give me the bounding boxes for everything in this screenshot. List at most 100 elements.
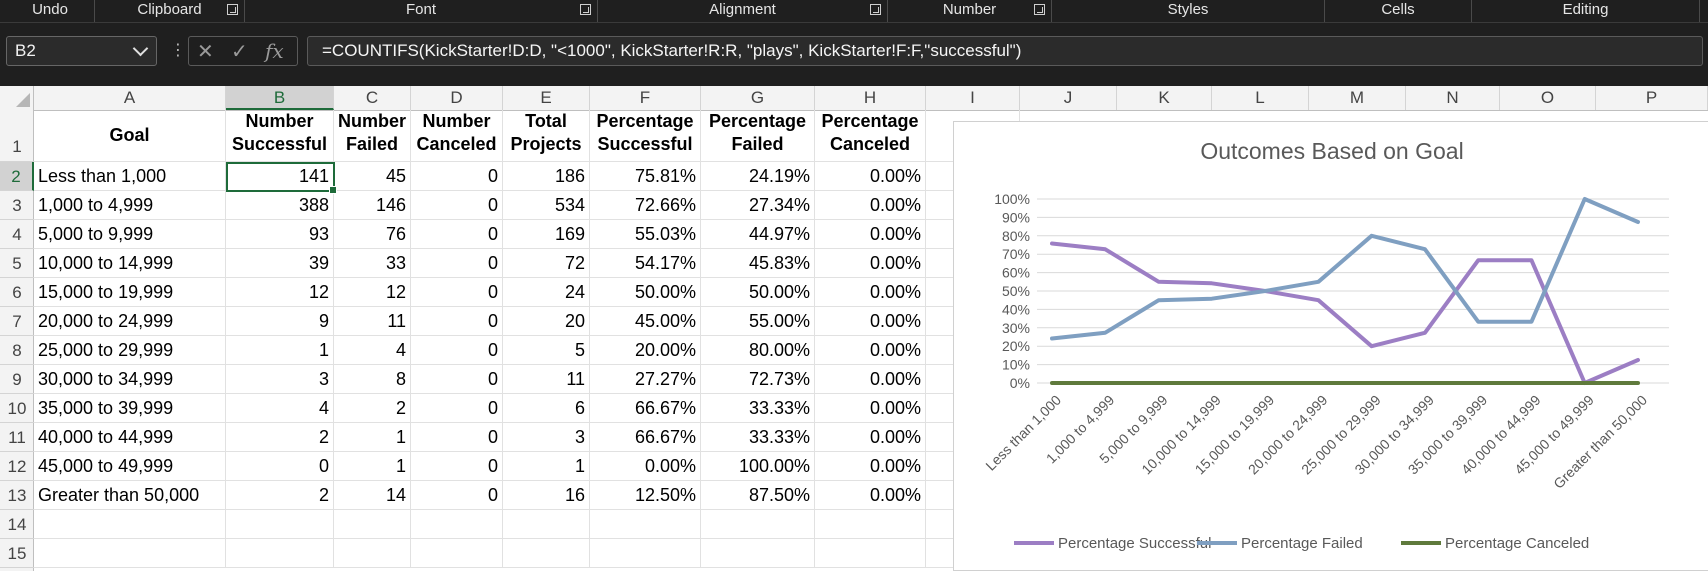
table-cell[interactable]: 0.00% <box>815 249 926 278</box>
header-cell[interactable]: Goal <box>34 110 226 162</box>
column-header-l[interactable]: L <box>1212 86 1309 110</box>
column-header-h[interactable]: H <box>815 86 926 110</box>
column-header-j[interactable]: J <box>1020 86 1117 110</box>
table-cell[interactable]: 534 <box>503 191 590 220</box>
table-cell[interactable]: 2 <box>226 481 334 510</box>
column-header-o[interactable]: O <box>1500 86 1596 110</box>
empty-cell[interactable] <box>34 510 226 539</box>
table-cell[interactable]: 24.19% <box>701 162 815 191</box>
table-cell[interactable]: 27.27% <box>590 365 701 394</box>
dialog-launcher-icon[interactable] <box>227 4 238 15</box>
table-cell[interactable]: 186 <box>503 162 590 191</box>
empty-cell[interactable] <box>411 539 503 568</box>
table-cell[interactable]: 45,000 to 49,999 <box>34 452 226 481</box>
table-cell[interactable]: 4 <box>334 336 411 365</box>
table-cell[interactable]: 72 <box>503 249 590 278</box>
column-header-c[interactable]: C <box>334 86 411 110</box>
row-header-15[interactable]: 15 <box>0 539 34 568</box>
table-cell[interactable]: 4 <box>226 394 334 423</box>
table-cell[interactable]: 55.00% <box>701 307 815 336</box>
table-cell[interactable]: 12 <box>226 278 334 307</box>
empty-cell[interactable] <box>411 510 503 539</box>
column-header-f[interactable]: F <box>590 86 701 110</box>
table-cell[interactable]: 3 <box>226 365 334 394</box>
table-cell[interactable]: 0 <box>411 162 503 191</box>
select-all-corner[interactable] <box>0 86 34 110</box>
table-cell[interactable]: 0 <box>411 307 503 336</box>
table-cell[interactable]: 2 <box>226 423 334 452</box>
table-cell[interactable]: 66.67% <box>590 423 701 452</box>
empty-cell[interactable] <box>503 539 590 568</box>
empty-cell[interactable] <box>334 539 411 568</box>
table-cell[interactable]: 100.00% <box>701 452 815 481</box>
table-cell[interactable]: 20 <box>503 307 590 336</box>
dialog-launcher-icon[interactable] <box>1034 4 1045 15</box>
table-cell[interactable]: 15,000 to 19,999 <box>34 278 226 307</box>
check-icon[interactable]: ✓ <box>231 41 248 63</box>
empty-cell[interactable] <box>590 539 701 568</box>
table-cell[interactable]: 55.03% <box>590 220 701 249</box>
row-header-7[interactable]: 7 <box>0 307 34 336</box>
row-header-3[interactable]: 3 <box>0 191 34 220</box>
table-cell[interactable]: 27.34% <box>701 191 815 220</box>
close-icon[interactable]: ✕ <box>197 41 214 63</box>
table-cell[interactable]: 0 <box>411 394 503 423</box>
header-cell[interactable]: Number Successful <box>226 110 334 162</box>
header-cell[interactable]: Percentage Canceled <box>815 110 926 162</box>
table-cell[interactable]: 169 <box>503 220 590 249</box>
table-cell[interactable]: 30,000 to 34,999 <box>34 365 226 394</box>
column-header-n[interactable]: N <box>1406 86 1500 110</box>
table-cell[interactable]: 0 <box>411 423 503 452</box>
table-cell[interactable]: 5 <box>503 336 590 365</box>
table-cell[interactable]: 5,000 to 9,999 <box>34 220 226 249</box>
row-header-6[interactable]: 6 <box>0 278 34 307</box>
row-header-9[interactable]: 9 <box>0 365 34 394</box>
table-cell[interactable]: 66.67% <box>590 394 701 423</box>
table-cell[interactable]: 20.00% <box>590 336 701 365</box>
more-options-icon[interactable]: ⋮ <box>170 42 186 59</box>
row-header-1[interactable]: 1 <box>0 110 34 162</box>
table-cell[interactable]: 0 <box>226 452 334 481</box>
column-header-i[interactable]: I <box>926 86 1020 110</box>
table-cell[interactable]: 0 <box>411 191 503 220</box>
header-cell[interactable]: Percentage Failed <box>701 110 815 162</box>
empty-cell[interactable] <box>226 510 334 539</box>
empty-cell[interactable] <box>334 510 411 539</box>
table-cell[interactable]: 87.50% <box>701 481 815 510</box>
empty-cell[interactable] <box>503 510 590 539</box>
table-cell[interactable]: 388 <box>226 191 334 220</box>
table-cell[interactable]: 12.50% <box>590 481 701 510</box>
table-cell[interactable]: 0.00% <box>815 481 926 510</box>
table-cell[interactable]: 0.00% <box>815 394 926 423</box>
table-cell[interactable]: 11 <box>503 365 590 394</box>
table-cell[interactable]: 72.66% <box>590 191 701 220</box>
table-cell[interactable]: 25,000 to 29,999 <box>34 336 226 365</box>
name-box[interactable]: B2 <box>6 36 157 66</box>
table-cell[interactable]: 0.00% <box>815 220 926 249</box>
row-header-5[interactable]: 5 <box>0 249 34 278</box>
line-chart[interactable]: Outcomes Based on Goal 0% 10% 20% 30% 40% 50% 6… <box>953 121 1708 571</box>
column-header-g[interactable]: G <box>701 86 815 110</box>
table-cell[interactable]: 1,000 to 4,999 <box>34 191 226 220</box>
table-cell[interactable]: 8 <box>334 365 411 394</box>
table-cell[interactable]: 16 <box>503 481 590 510</box>
table-cell[interactable]: 0.00% <box>815 162 926 191</box>
empty-cell[interactable] <box>701 510 815 539</box>
table-cell[interactable]: 45 <box>334 162 411 191</box>
table-cell[interactable]: 1 <box>503 452 590 481</box>
column-header-e[interactable]: E <box>503 86 590 110</box>
header-cell[interactable]: Percentage Successful <box>590 110 701 162</box>
empty-cell[interactable] <box>226 539 334 568</box>
table-cell[interactable]: 141 <box>226 162 334 191</box>
table-cell[interactable]: 0 <box>411 249 503 278</box>
table-cell[interactable]: Less than 1,000 <box>34 162 226 191</box>
column-header-b[interactable]: B <box>226 86 334 110</box>
table-cell[interactable]: 1 <box>226 336 334 365</box>
header-cell[interactable]: Number Canceled <box>411 110 503 162</box>
table-cell[interactable]: 0.00% <box>590 452 701 481</box>
table-cell[interactable]: 0.00% <box>815 336 926 365</box>
table-cell[interactable]: 33 <box>334 249 411 278</box>
table-cell[interactable]: 10,000 to 14,999 <box>34 249 226 278</box>
table-cell[interactable]: 0.00% <box>815 423 926 452</box>
table-cell[interactable]: 75.81% <box>590 162 701 191</box>
